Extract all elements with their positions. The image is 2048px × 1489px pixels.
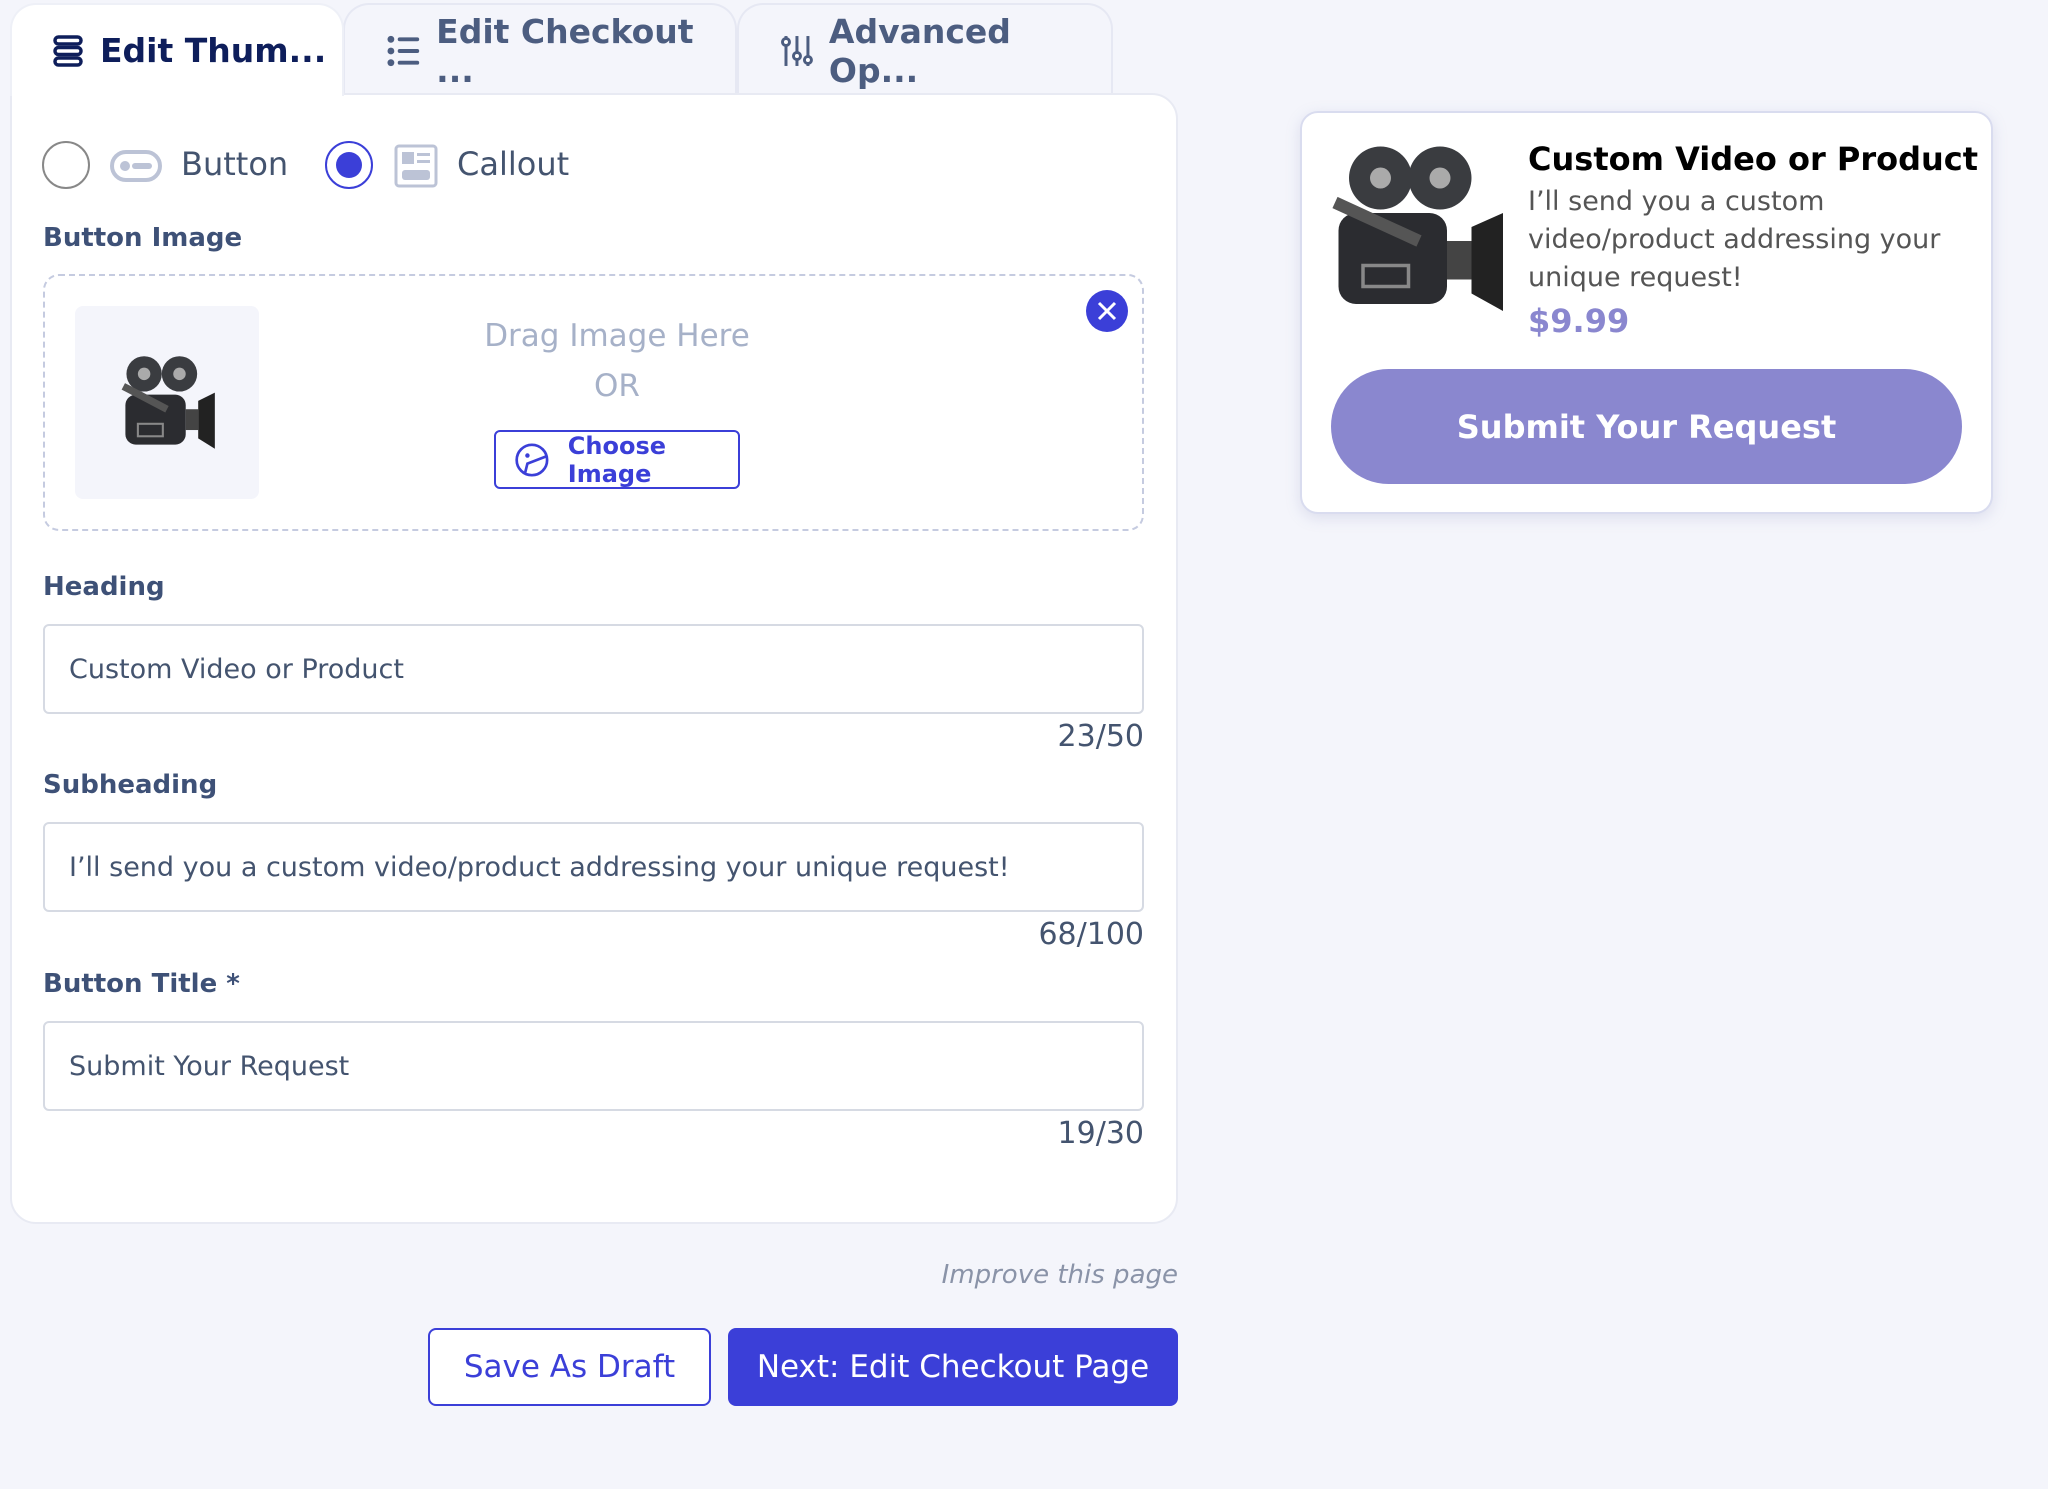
button-title-value: Submit Your Request [69, 1050, 350, 1082]
tab-label: Edit Thum... [100, 31, 327, 70]
image-thumbnail [75, 306, 259, 499]
tab-advanced-options[interactable]: Advanced Op... [737, 3, 1113, 96]
radio-button-style[interactable] [42, 141, 90, 189]
heading-label: Heading [43, 572, 165, 602]
drag-image-text: Drag Image Here [484, 318, 750, 354]
image-icon [515, 442, 549, 477]
heading-value: Custom Video or Product [69, 653, 404, 685]
tab-label: Advanced Op... [828, 11, 1011, 90]
callout-style-icon [394, 144, 438, 188]
tab-edit-thumbnail[interactable]: Edit Thum... [10, 3, 344, 96]
preview-camera-image [1332, 146, 1503, 311]
next-button[interactable]: Next: Edit Checkout Page [728, 1328, 1178, 1406]
heading-input[interactable]: Custom Video or Product [43, 624, 1144, 714]
button-image-label: Button Image [43, 223, 243, 253]
preview-subtitle: I’ll send you a custom video/product add… [1528, 186, 1941, 293]
option-label-callout: Callout [457, 145, 570, 183]
preview-submit-button[interactable]: Submit Your Request [1331, 369, 1962, 484]
tab-edit-checkout[interactable]: Edit Checkout ... [343, 3, 737, 96]
button-title-input[interactable]: Submit Your Request [43, 1021, 1144, 1111]
improve-page-link[interactable]: Improve this page [941, 1260, 1178, 1290]
preview-price: $9.99 [1528, 302, 1630, 340]
radio-callout-style[interactable] [325, 141, 373, 189]
sliders-icon [781, 35, 813, 66]
subheading-value: I’ll send you a custom video/product add… [69, 851, 1010, 883]
image-dropzone[interactable] [43, 274, 1144, 531]
heading-counter: 23/50 [1057, 719, 1144, 754]
or-text: OR [594, 368, 640, 404]
choose-image-button[interactable]: Choose Image [494, 430, 740, 489]
choose-image-label: Choose Image [567, 431, 667, 488]
tab-label: Edit Checkout ... [436, 11, 694, 90]
subheading-input[interactable]: I’ll send you a custom video/product add… [43, 822, 1144, 912]
button-style-icon [110, 150, 162, 182]
movie-camera-icon [121, 355, 215, 449]
preview-title: Custom Video or Product [1528, 140, 1979, 178]
close-icon [1097, 301, 1117, 321]
subheading-counter: 68/100 [1038, 917, 1144, 952]
stack-icon [53, 34, 83, 67]
option-label-button: Button [181, 145, 289, 183]
remove-image-button[interactable] [1086, 290, 1128, 332]
button-title-label: Button Title * [43, 969, 240, 999]
save-draft-button[interactable]: Save As Draft [428, 1328, 711, 1406]
button-title-counter: 19/30 [1057, 1116, 1144, 1151]
list-icon [387, 35, 420, 66]
subheading-label: Subheading [43, 770, 218, 800]
